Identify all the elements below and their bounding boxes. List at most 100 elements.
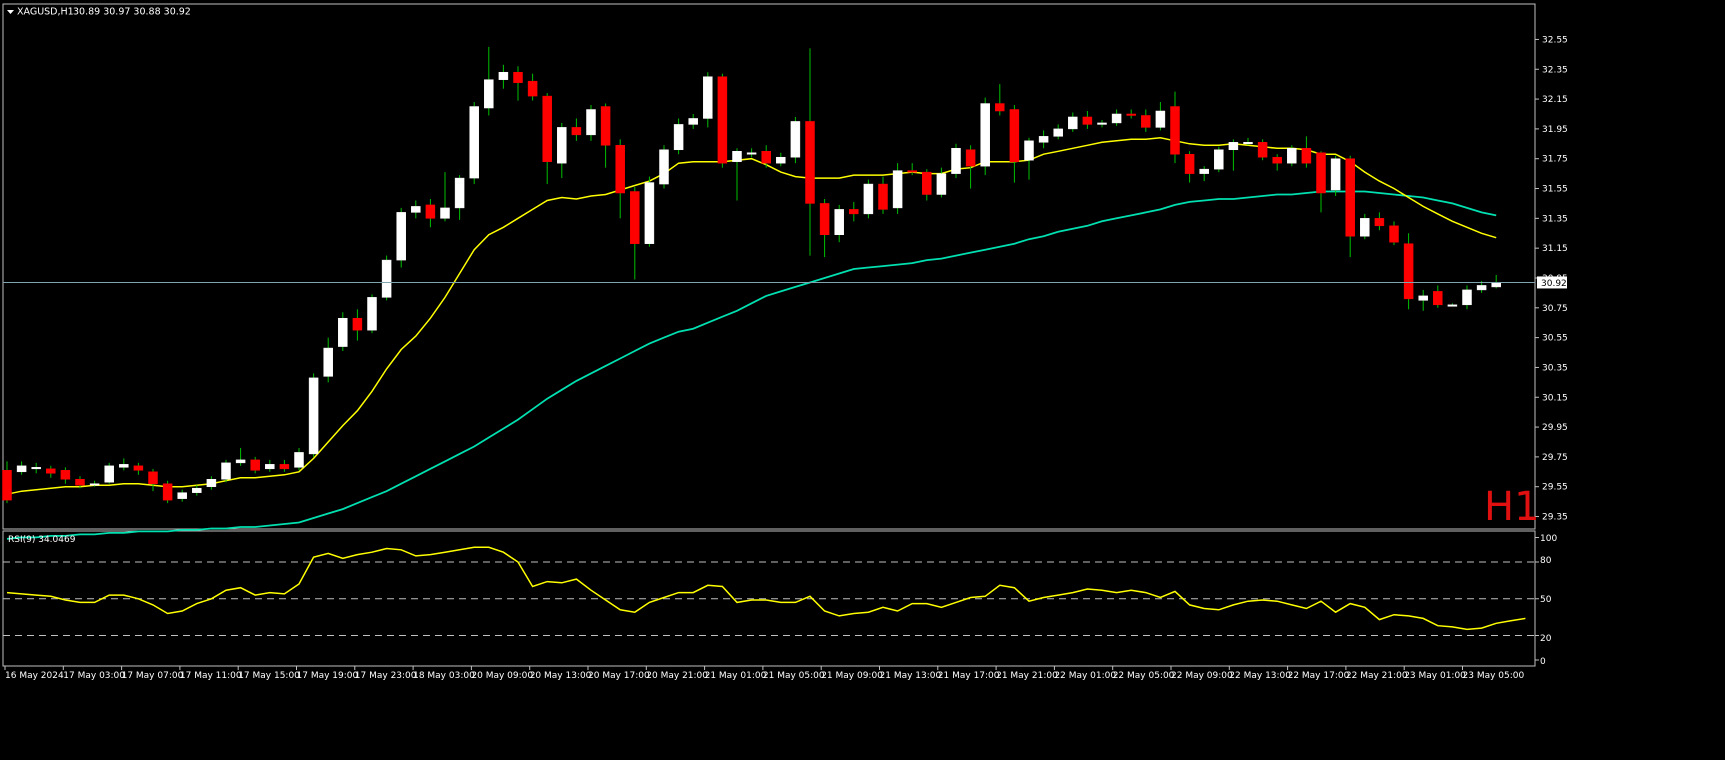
timeframe-watermark: H1 — [1484, 484, 1540, 530]
candle — [922, 169, 932, 201]
candle — [1155, 102, 1166, 131]
candle — [1272, 154, 1282, 171]
candle — [1243, 137, 1253, 146]
candle-body-bull — [367, 297, 377, 331]
candle-body-bear — [805, 121, 815, 204]
candle — [1257, 139, 1268, 161]
x-tick-label: 21 May 13:00 — [880, 671, 942, 681]
candle — [732, 148, 742, 201]
candle — [790, 116, 801, 164]
y-tick-label: 32.35 — [1542, 65, 1568, 75]
x-tick-label: 22 May 21:00 — [1346, 671, 1408, 681]
candle-body-bull — [1038, 136, 1049, 143]
candle — [586, 105, 596, 141]
candle-body-bear — [878, 183, 888, 210]
candle-body-bear — [1389, 225, 1399, 243]
candle-body-bull — [221, 462, 231, 480]
candle — [177, 489, 187, 502]
candle — [425, 198, 436, 228]
candle-body-bull — [951, 148, 961, 174]
candle-body-bear — [1009, 109, 1020, 162]
candle — [104, 462, 114, 484]
candle-body-bull — [177, 492, 187, 499]
candle-body-bull — [1053, 128, 1063, 137]
candle-body-bull — [1462, 289, 1472, 306]
candle-body-bull — [308, 377, 319, 455]
candle-body-bear — [250, 459, 260, 471]
candle — [1111, 109, 1122, 126]
y-tick-label: 29.55 — [1542, 483, 1568, 493]
candle — [323, 337, 333, 383]
candle — [1199, 166, 1209, 182]
candle — [279, 459, 290, 472]
candle — [1053, 124, 1063, 140]
candle — [16, 461, 27, 475]
y-tick-label: 29.95 — [1542, 423, 1568, 433]
candle-body-bear — [761, 151, 771, 164]
candle — [542, 93, 552, 185]
candle-body-bear — [1257, 142, 1268, 158]
candle-body-bull — [732, 151, 742, 162]
candle — [469, 102, 479, 185]
candle — [892, 163, 903, 214]
candle-body-bear — [162, 483, 173, 501]
candle — [995, 84, 1005, 116]
ma-slow-line — [6, 190, 1497, 540]
candle-body-bear — [1374, 218, 1385, 227]
candle-body-bull — [892, 170, 903, 209]
x-tick-label: 23 May 05:00 — [1463, 671, 1525, 681]
candle-body-bull — [454, 177, 465, 209]
rsi-tick-label: 80 — [1540, 556, 1552, 566]
candle — [776, 152, 786, 167]
candle-body-bull — [1330, 158, 1341, 191]
candle — [1360, 213, 1370, 240]
candle-body-bear — [46, 468, 56, 474]
candle-body-bull — [1024, 140, 1034, 161]
candle — [89, 480, 100, 487]
current-price-badge — [1537, 276, 1567, 289]
candle — [1374, 212, 1385, 231]
candle-body-bull — [16, 465, 27, 473]
x-tick-label: 22 May 09:00 — [1171, 671, 1233, 681]
candle-body-bear — [2, 470, 12, 501]
candle — [688, 113, 698, 129]
candle-body-bear — [352, 317, 363, 331]
candle-series — [2, 46, 1501, 504]
candle-body-bull — [790, 121, 801, 158]
candle — [1214, 146, 1224, 173]
candle — [381, 255, 392, 301]
candle — [31, 462, 41, 474]
candle-body-bull — [206, 479, 217, 487]
y-tick-label: 30.55 — [1542, 334, 1568, 344]
candle — [221, 459, 231, 483]
y-tick-label: 30.15 — [1542, 393, 1568, 403]
x-tick-label: 17 May 23:00 — [355, 671, 417, 681]
candle — [1447, 303, 1458, 307]
y-tick-label: 30.35 — [1542, 363, 1568, 373]
candle-body-bear — [133, 465, 144, 471]
candle-body-bull — [1447, 304, 1458, 307]
candle-body-bull — [673, 124, 684, 151]
candle-body-bull — [1491, 282, 1501, 288]
candle-body-bull — [396, 212, 406, 261]
candle-body-bear — [922, 171, 932, 195]
candle-body-bull — [1287, 148, 1297, 164]
candle — [746, 148, 757, 158]
candle — [761, 145, 771, 168]
candle — [1009, 105, 1020, 183]
candle-body-bull — [1476, 285, 1487, 291]
candle-body-bull — [89, 483, 100, 486]
candle-body-bull — [1360, 218, 1370, 237]
candle — [498, 64, 509, 89]
candle-body-bear — [1126, 113, 1136, 116]
candle — [1418, 289, 1428, 311]
candle-body-bull — [104, 465, 114, 483]
x-tick-label: 17 May 19:00 — [297, 671, 359, 681]
symbol-menu-arrow-icon[interactable] — [7, 10, 14, 14]
candle — [615, 139, 625, 219]
candle — [965, 145, 976, 189]
candle-body-bear — [542, 95, 552, 162]
